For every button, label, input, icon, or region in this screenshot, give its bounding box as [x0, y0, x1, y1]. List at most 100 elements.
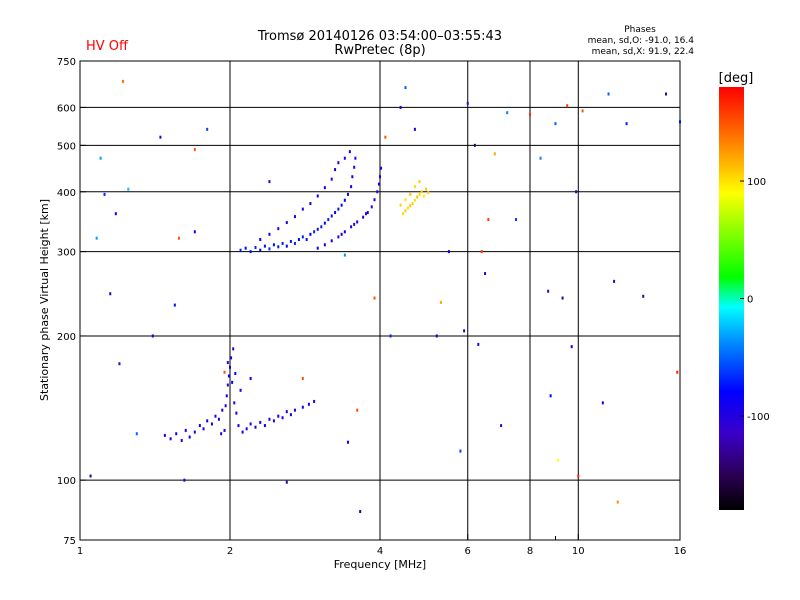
data-point [404, 86, 407, 90]
data-point [293, 215, 296, 219]
data-point [289, 239, 292, 243]
data-point [225, 394, 228, 398]
data-points [89, 79, 681, 514]
y-tick-label: 200 [57, 332, 76, 343]
data-point [307, 402, 310, 406]
data-point [277, 227, 280, 231]
y-tick-label: 300 [57, 248, 76, 259]
data-point [220, 432, 223, 436]
data-point [343, 230, 346, 234]
data-point [353, 165, 356, 169]
data-point [114, 212, 117, 216]
data-point [413, 185, 416, 189]
data-point [285, 410, 288, 414]
data-point [268, 232, 271, 236]
data-point [151, 334, 154, 338]
data-point [411, 202, 414, 206]
data-point [384, 135, 387, 139]
data-point [223, 370, 226, 374]
data-point [330, 177, 333, 181]
data-point [309, 202, 312, 206]
data-point [625, 122, 628, 126]
data-point [175, 432, 178, 436]
colorbar-ticks: 100 0 -100 [740, 177, 770, 423]
data-point [377, 182, 380, 186]
data-point [439, 300, 442, 304]
data-point [323, 221, 326, 225]
data-point [305, 237, 308, 241]
data-point [409, 204, 412, 208]
data-point [193, 230, 196, 234]
data-point [244, 246, 247, 250]
data-point [642, 294, 645, 298]
data-point [268, 417, 271, 421]
data-point [356, 220, 359, 224]
data-point [463, 329, 466, 333]
data-point [263, 424, 266, 428]
data-point [665, 92, 668, 96]
data-point [348, 150, 351, 154]
chart-subtitle: RwPretec (8p) [334, 43, 425, 58]
data-point [233, 401, 236, 405]
data-point [422, 194, 425, 198]
data-point [89, 474, 92, 478]
data-point [226, 383, 229, 387]
data-point [259, 237, 262, 241]
data-point [259, 248, 262, 252]
data-point [301, 207, 304, 211]
data-point [202, 427, 205, 431]
data-point [679, 120, 681, 124]
data-point [413, 198, 416, 202]
data-point [616, 500, 619, 504]
data-point [301, 377, 304, 381]
x-tick-label: 4 [377, 546, 383, 557]
x-tick-label: 10 [572, 546, 585, 557]
data-point [549, 394, 552, 398]
y-tick-label: 100 [57, 476, 76, 487]
data-point [379, 175, 381, 179]
y-tick-label: 500 [57, 141, 76, 152]
data-point [547, 289, 550, 293]
data-point [263, 244, 266, 248]
data-point [173, 303, 176, 307]
data-point [313, 399, 316, 403]
x-tick-label: 16 [674, 546, 687, 557]
data-point [351, 175, 354, 179]
data-point [285, 480, 288, 484]
data-point [373, 198, 376, 202]
data-point [118, 362, 121, 366]
data-point [435, 334, 438, 338]
data-point [323, 243, 326, 247]
data-point [232, 347, 235, 351]
data-point [235, 411, 238, 415]
data-point [353, 222, 356, 226]
data-point [327, 218, 330, 222]
data-point [350, 225, 353, 229]
data-point [506, 111, 509, 115]
data-point [356, 408, 359, 412]
data-point [376, 190, 379, 194]
data-point [159, 135, 162, 139]
data-point [188, 435, 191, 439]
data-point [169, 437, 172, 441]
x-tick-label: 6 [465, 546, 471, 557]
phases-o-stats: mean, sd,O: -91.0, 16.4 [588, 36, 695, 46]
data-point [493, 152, 496, 156]
grid-lines [80, 61, 680, 540]
data-point [163, 433, 166, 437]
data-point [554, 122, 557, 126]
data-point [301, 235, 304, 239]
data-point [676, 370, 679, 374]
data-point [277, 245, 280, 249]
data-point [427, 191, 430, 195]
data-point [366, 211, 369, 215]
data-point [420, 190, 423, 194]
data-point [206, 127, 209, 131]
data-point [380, 166, 383, 170]
data-point [249, 422, 252, 426]
data-point [404, 209, 407, 213]
data-point [362, 215, 365, 219]
data-point [529, 112, 531, 116]
data-point [561, 296, 564, 300]
